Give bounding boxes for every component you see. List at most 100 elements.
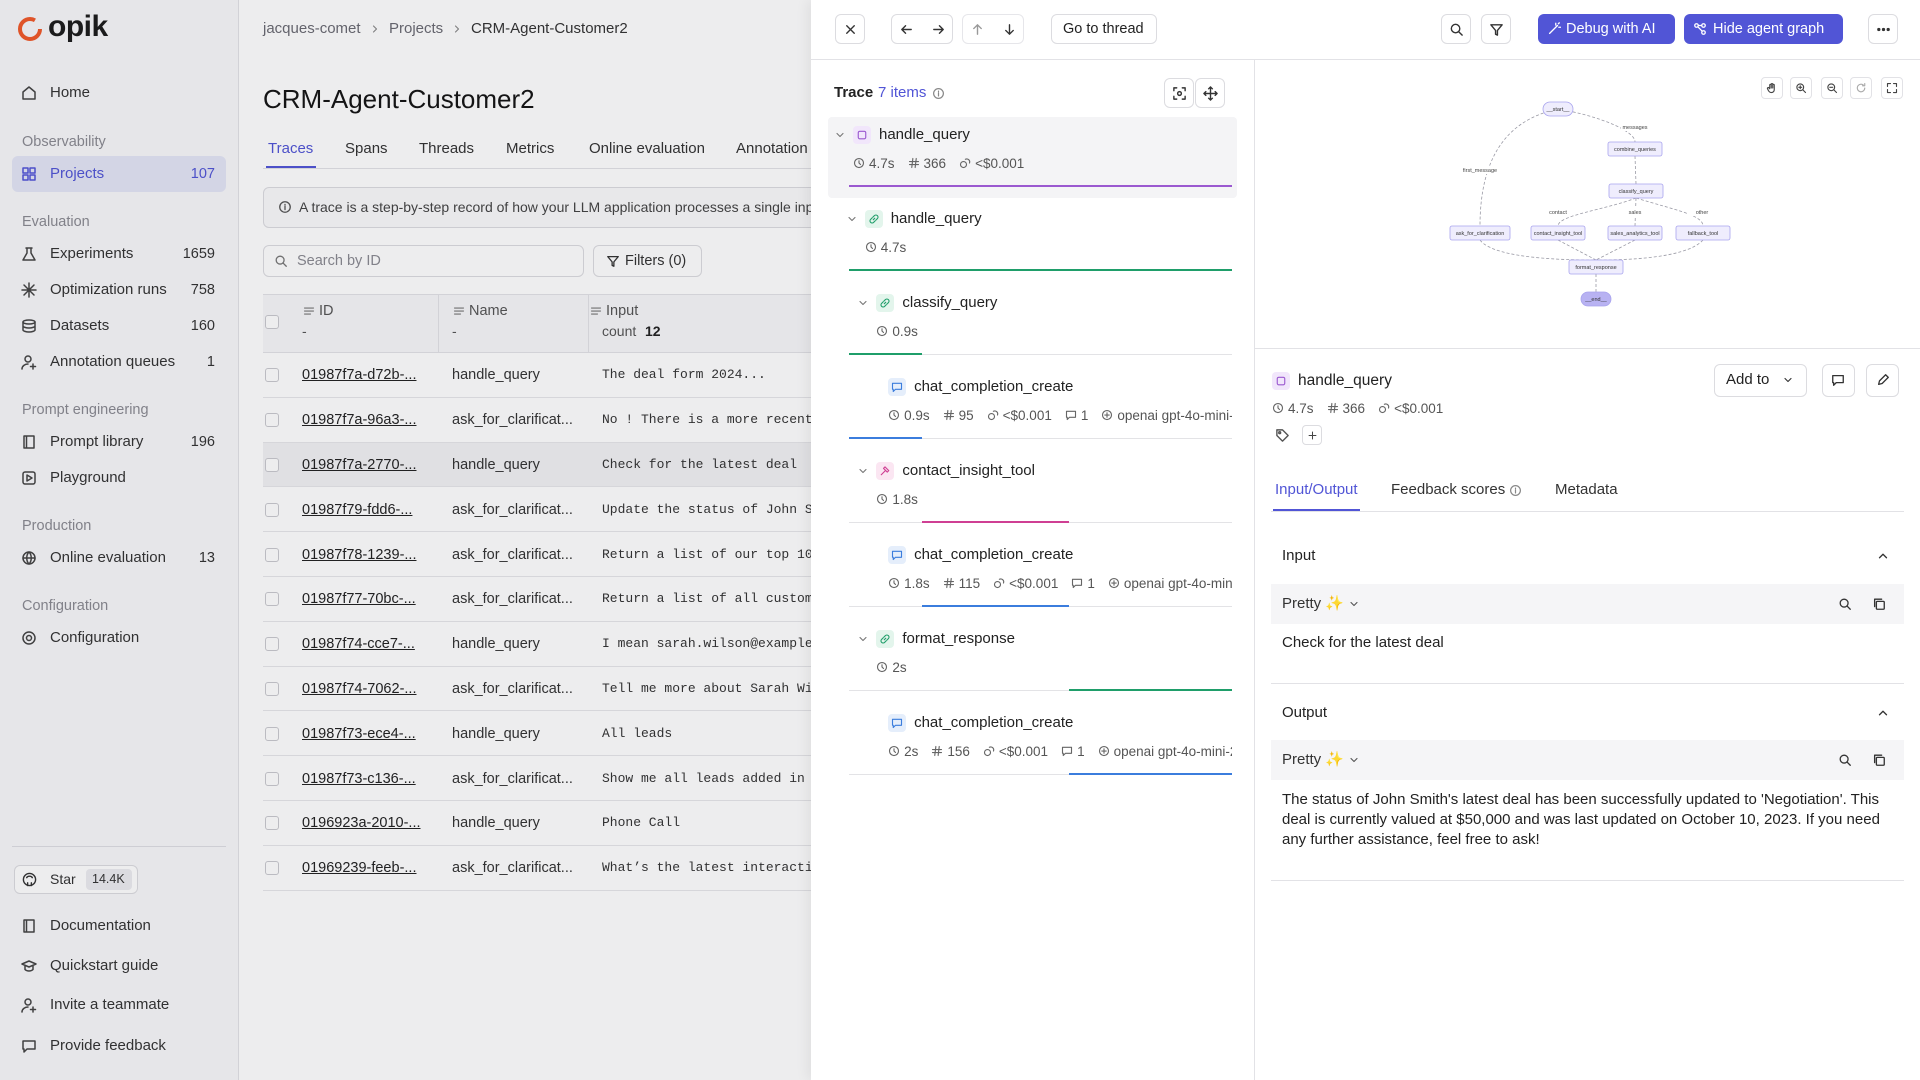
nav-item[interactable]: Home [50, 84, 91, 101]
graph-control[interactable] [1881, 77, 1903, 99]
row-checkbox[interactable] [265, 458, 279, 472]
graph-control[interactable] [1761, 77, 1783, 99]
nav-item[interactable]: Datasets [50, 317, 110, 334]
table-row[interactable] [263, 397, 823, 443]
icon-globe [22, 551, 36, 565]
row-checkbox[interactable] [265, 547, 279, 562]
sidebar-link[interactable]: Documentation [50, 917, 151, 934]
nav-item[interactable]: Online evaluation [50, 549, 166, 566]
nav-group[interactable] [962, 14, 1024, 44]
table-row[interactable] [263, 577, 823, 622]
trace-id[interactable]: 0196923a-2010-... [302, 815, 421, 832]
table-row[interactable] [263, 756, 823, 801]
project-tab[interactable]: Annotation [736, 140, 808, 157]
nav-item[interactable]: Optimization runs [50, 281, 167, 298]
row-checkbox[interactable] [265, 816, 279, 831]
trace-id[interactable]: 01969239-feeb-... [302, 860, 417, 877]
graph-control[interactable] [1850, 77, 1872, 99]
search-input[interactable] [263, 245, 584, 277]
span-name[interactable]: classify_query [902, 294, 998, 311]
span-name[interactable]: contact_insight_tool [902, 462, 1035, 479]
section-title[interactable]: Output [1282, 704, 1328, 721]
column-name[interactable]: ID [319, 303, 334, 319]
header-checkbox[interactable] [265, 315, 279, 329]
sidebar-link[interactable]: Invite a teammate [50, 996, 170, 1013]
trace-id[interactable]: 01987f73-c136-... [302, 770, 416, 787]
graph-control[interactable] [1821, 77, 1843, 99]
table-row[interactable] [263, 532, 823, 577]
details-tab[interactable]: Feedback scores [1391, 481, 1506, 498]
span-name[interactable]: format_response [902, 630, 1015, 647]
format-select[interactable]: Pretty ✨ [1282, 595, 1345, 612]
nav-item[interactable]: Experiments [50, 245, 134, 262]
graph-control[interactable] [1790, 77, 1812, 99]
sidebar-link[interactable]: Quickstart guide [50, 957, 159, 974]
project-tab[interactable]: Traces [268, 140, 314, 157]
span-name[interactable]: handle_query [879, 126, 970, 143]
nav-item[interactable]: Playground [50, 469, 126, 486]
breadcrumb-item[interactable]: Projects [389, 20, 444, 37]
row-checkbox[interactable] [265, 502, 279, 517]
row-checkbox[interactable] [265, 637, 279, 652]
trace-id[interactable]: 01987f73-ece4-... [302, 725, 416, 742]
add-to-button[interactable] [1714, 364, 1807, 397]
nav-item-active[interactable] [12, 156, 226, 192]
nav-item[interactable]: Annotation queues [50, 353, 176, 370]
sidebar-link[interactable]: Provide feedback [50, 1037, 166, 1054]
trace-id[interactable]: 01987f7a-96a3-... [302, 412, 417, 429]
table-row[interactable] [263, 666, 823, 712]
row-checkbox[interactable] [265, 682, 279, 696]
comment-button[interactable] [1822, 364, 1855, 397]
trace-id[interactable]: 01987f74-7062-... [302, 681, 417, 697]
row-checkbox[interactable] [265, 726, 279, 741]
format-select[interactable]: Pretty ✨ [1282, 751, 1345, 768]
section-title[interactable]: Input [1282, 547, 1316, 564]
icon-button[interactable] [1164, 78, 1194, 108]
nav-item[interactable]: Prompt library [50, 433, 144, 450]
row-checkbox[interactable] [265, 368, 279, 383]
row-checkbox[interactable] [265, 771, 279, 786]
trace-id[interactable]: 01987f77-70bc-... [302, 591, 416, 608]
trace-id[interactable]: 01987f78-1239-... [302, 546, 417, 563]
span-name[interactable]: chat_completion_create [914, 714, 1074, 731]
span-name[interactable]: chat_completion_create [914, 378, 1074, 395]
nav-item[interactable]: Configuration [50, 629, 140, 646]
trace-id[interactable]: 01987f7a-d72b-... [302, 367, 417, 384]
trace-id[interactable]: 01987f74-cce7-... [302, 636, 415, 653]
row-checkbox[interactable] [265, 861, 279, 876]
project-tab[interactable]: Online evaluation [589, 140, 705, 157]
selected-span[interactable] [828, 117, 1237, 198]
go-to-thread-button[interactable] [1051, 14, 1157, 44]
logo-text[interactable]: opik [48, 10, 108, 43]
add-tag-button[interactable] [1302, 425, 1322, 445]
table-row[interactable] [263, 845, 823, 891]
column-name[interactable]: Name [469, 303, 508, 319]
row-checkbox[interactable] [265, 413, 279, 428]
project-tab[interactable]: Threads [419, 140, 475, 157]
details-tab[interactable]: Metadata [1555, 481, 1618, 498]
hide-graph-button[interactable] [1684, 14, 1843, 44]
icon-shape [22, 86, 36, 100]
project-tab[interactable]: Metrics [506, 140, 555, 157]
table-row[interactable] [263, 487, 823, 533]
icon-button[interactable] [1481, 14, 1511, 44]
table-row[interactable] [263, 711, 823, 757]
row-checkbox[interactable] [265, 592, 279, 607]
table-row[interactable] [263, 621, 823, 667]
nav-group[interactable] [891, 14, 953, 44]
trace-id[interactable]: 01987f79-fdd6-... [302, 501, 413, 518]
trace-id[interactable]: 01987f7a-2770-... [302, 457, 417, 473]
table-row[interactable] [263, 442, 823, 488]
span-name[interactable]: chat_completion_create [914, 546, 1074, 563]
table-row[interactable] [263, 353, 823, 398]
debug-button[interactable] [1538, 14, 1675, 44]
details-tab[interactable]: Input/Output [1275, 481, 1358, 498]
icon-button[interactable] [1441, 14, 1471, 44]
project-tab[interactable]: Spans [345, 140, 388, 157]
edit-button[interactable] [1866, 364, 1899, 397]
span-name[interactable]: handle_query [890, 210, 982, 227]
table-row[interactable] [263, 801, 823, 846]
column-name[interactable]: Input [606, 303, 639, 319]
breadcrumb-item[interactable]: jacques-comet [263, 20, 361, 37]
nav-item[interactable]: Projects [50, 165, 105, 182]
